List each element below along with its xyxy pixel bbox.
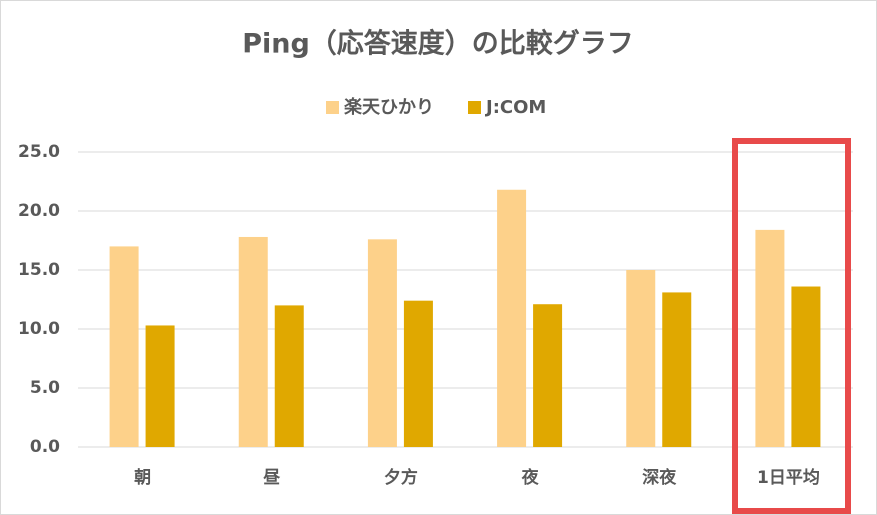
bar — [662, 292, 692, 447]
x-tick-label: 深夜 — [642, 467, 677, 488]
bar — [367, 239, 397, 447]
bar — [274, 305, 304, 447]
y-tick-label: 20.0 — [18, 201, 60, 221]
highlight-box — [732, 138, 851, 514]
x-tick-label: 1日平均 — [757, 467, 820, 488]
bar — [791, 286, 821, 447]
legend: 楽天ひかり J:COM — [326, 96, 546, 118]
y-tick-label: 0.0 — [30, 437, 60, 457]
x-tick-label: 朝 — [134, 467, 151, 488]
chart-title: Ping（応答速度）の比較グラフ — [242, 28, 634, 60]
legend-swatch — [326, 101, 339, 114]
bar — [403, 300, 433, 447]
y-tick-label: 15.0 — [18, 260, 60, 280]
bar — [145, 325, 175, 447]
bar — [497, 189, 527, 447]
legend-label: 楽天ひかり — [344, 96, 434, 118]
y-tick-label: 10.0 — [18, 319, 60, 339]
legend-swatch — [468, 101, 481, 114]
x-tick-label: 夕方 — [384, 467, 418, 488]
bar — [755, 229, 785, 447]
bar — [533, 304, 563, 447]
plot-area: 0.0 5.0 10.0 15.0 20.0 25.0 朝 昼 夕方 夜 深夜 1日平均 — [18, 142, 853, 488]
bar — [238, 236, 268, 447]
bar — [109, 246, 139, 447]
x-tick-label: 夜 — [521, 467, 540, 488]
x-tick-label: 昼 — [263, 468, 280, 488]
y-tick-label: 5.0 — [30, 378, 60, 398]
y-tick-label: 25.0 — [18, 142, 60, 162]
bar — [626, 270, 656, 447]
legend-label: J:COM — [484, 97, 546, 118]
